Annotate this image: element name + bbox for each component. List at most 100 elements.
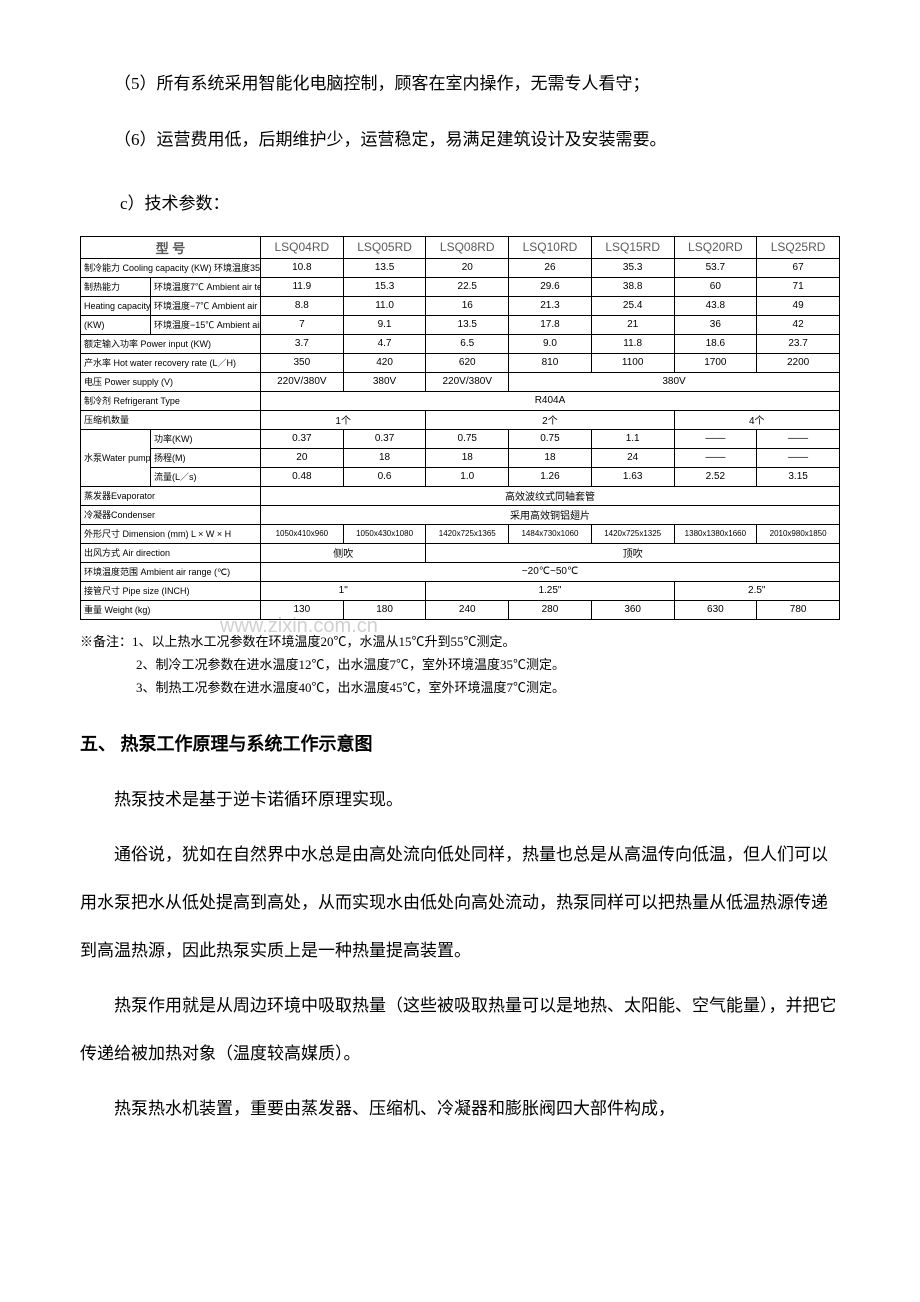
cell: 18 — [509, 448, 592, 467]
cell: 1420x725x1365 — [426, 524, 509, 543]
notes-block: www.zixin.com.cn ※备注：1、以上热水工况参数在环境温度20℃，… — [80, 630, 840, 700]
cell: 22.5 — [426, 277, 509, 296]
cell: 18 — [343, 448, 426, 467]
cell: 4.7 — [343, 334, 426, 353]
paragraph: （5）所有系统采用智能化电脑控制，顾客在室内操作，无需专人看守； — [80, 60, 840, 108]
cell: 29.6 — [509, 277, 592, 296]
cell: 9.1 — [343, 315, 426, 334]
cell: 38.8 — [591, 277, 674, 296]
row-label-main: Heating capacity — [81, 296, 151, 315]
table-row: Heating capacity 环境温度−7℃ Ambient air tem… — [81, 296, 840, 315]
cell: 780 — [757, 600, 840, 619]
cell: 60 — [674, 277, 757, 296]
cell: 1" — [261, 581, 426, 600]
pump-label: 水泵Water pump — [81, 429, 151, 486]
cell: 220V/380V — [426, 372, 509, 391]
paragraph: （6）运营费用低，后期维护少，运营稳定，易满足建筑设计及安装需要。 — [80, 116, 840, 164]
cell: 620 — [426, 353, 509, 372]
table-row: 电压 Power supply (V) 220V/380V 380V 220V/… — [81, 372, 840, 391]
cell: 17.8 — [509, 315, 592, 334]
cell: 350 — [261, 353, 344, 372]
cell: 0.37 — [343, 429, 426, 448]
row-label: 出风方式 Air direction — [81, 543, 261, 562]
row-label: 重量 Weight (kg) — [81, 600, 261, 619]
cell: 7 — [261, 315, 344, 334]
cell: 35.3 — [591, 258, 674, 277]
cell: 0.75 — [426, 429, 509, 448]
cell: 1.26 — [509, 467, 592, 486]
cell: 3.7 — [261, 334, 344, 353]
cell: 9.0 — [509, 334, 592, 353]
cell: 2010x980x1850 — [757, 524, 840, 543]
cell: 24 — [591, 448, 674, 467]
note-1: 1、以上热水工况参数在环境温度20℃，水温从15℃升到55℃测定。 — [132, 634, 516, 649]
cell: R404A — [261, 391, 840, 410]
cell: 采用高效铜铝翅片 — [261, 505, 840, 524]
paragraph: 热泵技术是基于逆卡诺循环原理实现。 — [80, 776, 840, 824]
cell: 4个 — [674, 410, 839, 429]
table-row: 接管尺寸 Pipe size (INCH) 1" 1.25" 2.5" — [81, 581, 840, 600]
table-header-row: 型 号 LSQ04RD LSQ05RD LSQ08RD LSQ10RD LSQ1… — [81, 236, 840, 258]
cell: 43.8 — [674, 296, 757, 315]
cell: 1100 — [591, 353, 674, 372]
note-line: ※备注：1、以上热水工况参数在环境温度20℃，水温从15℃升到55℃测定。 — [80, 630, 840, 653]
cell: 20 — [261, 448, 344, 467]
cell: 0.75 — [509, 429, 592, 448]
cell: 顶吹 — [426, 543, 840, 562]
paragraph: 热泵作用就是从周边环境中吸取热量（这些被吸取热量可以是地热、太阳能、空气能量），… — [80, 982, 840, 1077]
cell: 2个 — [426, 410, 674, 429]
table-row: (KW) 环境温度−15℃ Ambient air temp 7 9.1 13.… — [81, 315, 840, 334]
paragraph: 通俗说，犹如在自然界中水总是由高处流向低处同样，热量也总是从高温传向低温，但人们… — [80, 831, 840, 974]
row-label: 蒸发器Evaporator — [81, 486, 261, 505]
row-label: 电压 Power supply (V) — [81, 372, 261, 391]
cell: 侧吹 — [261, 543, 426, 562]
cell: 360 — [591, 600, 674, 619]
model-header-label: 型 号 — [81, 236, 261, 258]
cell: 240 — [426, 600, 509, 619]
row-label: 额定输入功率 Power input (KW) — [81, 334, 261, 353]
cell: 1.1 — [591, 429, 674, 448]
cell: 10.8 — [261, 258, 344, 277]
cell: 11.9 — [261, 277, 344, 296]
cell: 180 — [343, 600, 426, 619]
row-label-sub: 环境温度−15℃ Ambient air temp — [151, 315, 261, 334]
cell: 630 — [674, 600, 757, 619]
table-row: 产水率 Hot water recovery rate (L／H) 350 42… — [81, 353, 840, 372]
cell: 1.63 — [591, 467, 674, 486]
model-col: LSQ04RD — [261, 236, 344, 258]
cell: 0.48 — [261, 467, 344, 486]
cell: —— — [674, 429, 757, 448]
table-row: 出风方式 Air direction 侧吹 顶吹 — [81, 543, 840, 562]
model-col: LSQ10RD — [509, 236, 592, 258]
cell: 380V — [509, 372, 840, 391]
cell: 36 — [674, 315, 757, 334]
note-3: 3、制热工况参数在进水温度40℃，出水温度45℃，室外环境温度7℃测定。 — [136, 676, 840, 699]
row-label: 产水率 Hot water recovery rate (L／H) — [81, 353, 261, 372]
row-label: 环境温度范围 Ambient air range (℃) — [81, 562, 261, 581]
cell: 2.52 — [674, 467, 757, 486]
cell: 0.6 — [343, 467, 426, 486]
cell: −20℃~50℃ — [261, 562, 840, 581]
model-col: LSQ25RD — [757, 236, 840, 258]
cell: 1个 — [261, 410, 426, 429]
cell: 130 — [261, 600, 344, 619]
table-row: 扬程(M) 20 18 18 18 24 —— —— — [81, 448, 840, 467]
cell: 49 — [757, 296, 840, 315]
row-label: 压缩机数量 — [81, 410, 261, 429]
note-prefix: ※备注： — [80, 634, 132, 649]
table-row: 流量(L／s) 0.48 0.6 1.0 1.26 1.63 2.52 3.15 — [81, 467, 840, 486]
cell: 420 — [343, 353, 426, 372]
table-row: 水泵Water pump 功率(KW) 0.37 0.37 0.75 0.75 … — [81, 429, 840, 448]
cell: 21 — [591, 315, 674, 334]
cell: 1.25" — [426, 581, 674, 600]
table-row: 冷凝器Condenser 采用高效铜铝翅片 — [81, 505, 840, 524]
cell: 71 — [757, 277, 840, 296]
table-row: 压缩机数量 1个 2个 4个 — [81, 410, 840, 429]
cell: 0.37 — [261, 429, 344, 448]
pump-sub: 扬程(M) — [151, 448, 261, 467]
table-row: 制热能力 环境温度7℃ Ambient air temp 11.9 15.3 2… — [81, 277, 840, 296]
model-col: LSQ15RD — [591, 236, 674, 258]
cell: 13.5 — [343, 258, 426, 277]
cell: 1420x725x1325 — [591, 524, 674, 543]
cell: 15.3 — [343, 277, 426, 296]
